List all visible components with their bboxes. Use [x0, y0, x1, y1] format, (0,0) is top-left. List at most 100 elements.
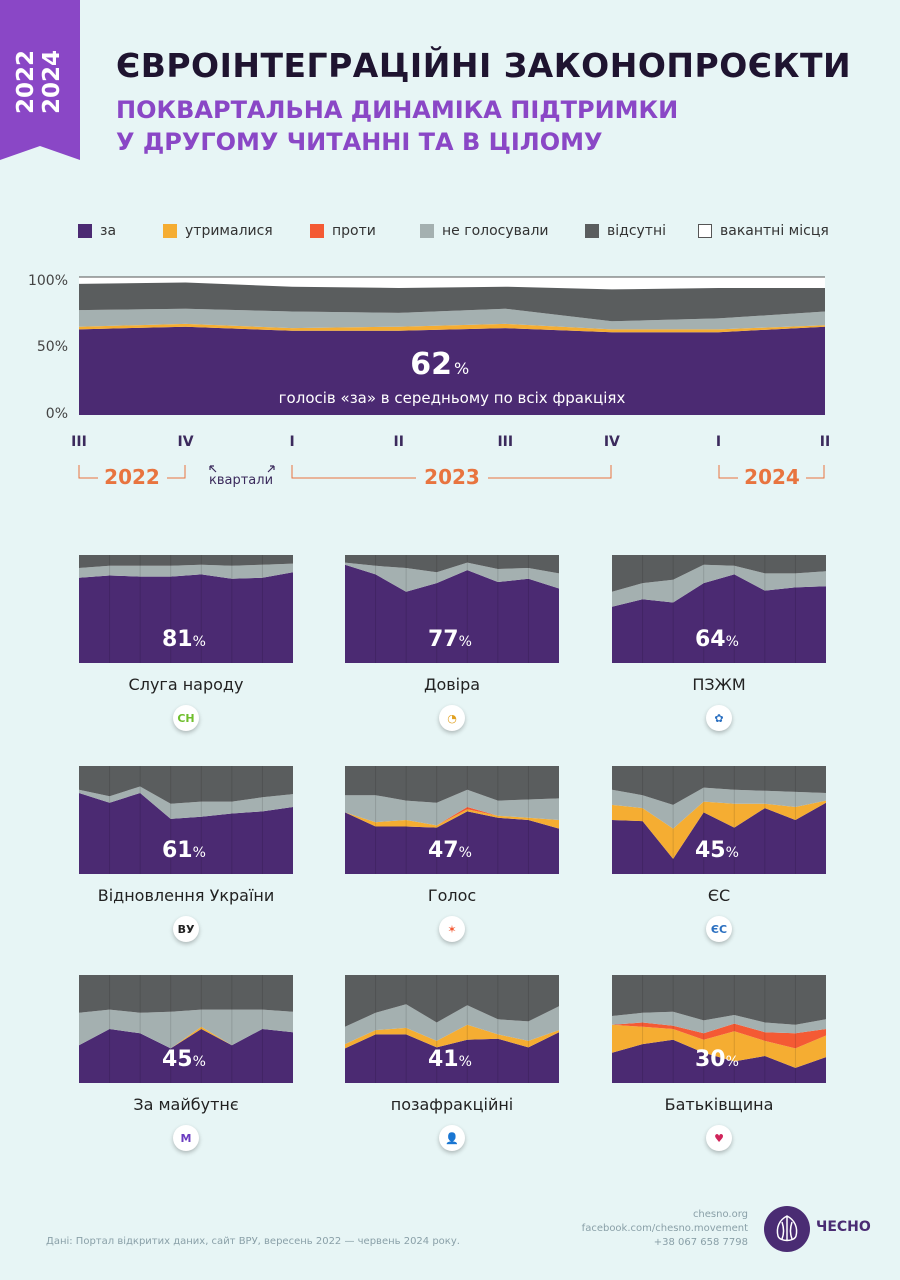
party-chart — [79, 975, 293, 1083]
main-series-2 — [79, 323, 825, 333]
party-series-5 — [79, 555, 293, 568]
ribbon-year-bottom: 2024 — [39, 49, 65, 114]
party-series-2 — [345, 1024, 559, 1049]
legend-swatch — [163, 224, 177, 238]
x-tick-label: IV — [178, 434, 194, 450]
legend-item-against: проти — [310, 223, 376, 239]
party-series-5 — [79, 975, 293, 1013]
legend-swatch — [310, 224, 324, 238]
party-chart — [79, 766, 293, 874]
subtitle-line-1: ПОКВАРТАЛЬНА ДИНАМІКА ПІДТРИМКИ — [116, 96, 679, 124]
x-tick-label: I — [716, 434, 721, 450]
legend-swatch — [78, 224, 92, 238]
party-name: Голос — [427, 886, 477, 905]
site-link[interactable]: chesno.org — [692, 1209, 748, 1220]
main-series-5 — [79, 282, 825, 322]
percent-unit: % — [192, 1054, 206, 1070]
legend-label: відсутні — [607, 223, 667, 239]
party-series-5 — [345, 766, 559, 803]
party-percent: 45% — [162, 1047, 206, 1072]
year-brackets — [78, 465, 825, 479]
party-series-1 — [612, 574, 826, 663]
party-series-2 — [345, 809, 559, 829]
party-series-4 — [345, 789, 559, 826]
party-series-1 — [612, 1039, 826, 1083]
party-chart — [79, 555, 293, 663]
page-title: ЄВРОІНТЕГРАЦІЙНІ ЗАКОНОПРОЄКТИ — [116, 46, 852, 85]
data-source: Дані: Портал відкритих даних, сайт ВРУ, … — [46, 1236, 460, 1247]
party-chart — [345, 555, 559, 663]
party-logo-icon: ♥ — [706, 1125, 732, 1151]
x-tick-label: III — [497, 434, 513, 450]
legend-label: проти — [332, 223, 376, 239]
legend-label: утрималися — [185, 223, 273, 239]
legend-item-absent: відсутні — [585, 223, 666, 239]
ribbon-year-top: 2022 — [13, 49, 39, 114]
party-series-4 — [612, 564, 826, 607]
year-2022: 2022 — [104, 465, 160, 489]
party-series-1 — [612, 802, 826, 874]
party-name: Батьківщина — [664, 1095, 774, 1114]
party-logo-icon: ✿ — [706, 705, 732, 731]
party-percent: 30% — [695, 1047, 739, 1072]
party-chart — [345, 975, 559, 1083]
legend-swatch — [420, 224, 434, 238]
party-chart — [612, 555, 826, 663]
percent-unit: % — [192, 845, 206, 861]
party-percent: 77% — [428, 627, 472, 652]
page-subtitle: ПОКВАРТАЛЬНА ДИНАМІКА ПІДТРИМКИ У ДРУГОМ… — [116, 94, 678, 158]
party-series-4 — [345, 1004, 559, 1045]
party-series-3 — [612, 1022, 826, 1049]
percent-unit: % — [192, 634, 206, 650]
party-series-4 — [79, 1009, 293, 1049]
party-name: Довіра — [423, 675, 481, 694]
party-name: Слуга народу — [128, 675, 244, 694]
facebook-link[interactable]: facebook.com/chesno.movement — [581, 1223, 748, 1234]
party-series-1 — [79, 572, 293, 663]
legend-item-for: за — [78, 223, 116, 239]
legend-item-not-voted: не голосували — [420, 223, 549, 239]
legend-label: не голосували — [442, 223, 549, 239]
x-tick-label: II — [394, 434, 404, 450]
percent-value: 30 — [695, 1047, 726, 1072]
party-series-5 — [612, 975, 826, 1025]
y-tick-100: 100% — [28, 273, 68, 289]
party-logo-icon: ◔ — [439, 705, 465, 731]
party-series-1 — [345, 1032, 559, 1083]
party-series-5 — [612, 555, 826, 592]
party-name: позафракційні — [390, 1095, 514, 1114]
highlight-unit: % — [454, 359, 469, 378]
x-tick-label: IV — [604, 434, 620, 450]
party-series-5 — [79, 766, 293, 804]
party-series-1 — [79, 1029, 293, 1083]
party-chart — [612, 766, 826, 874]
party-series-4 — [612, 1011, 826, 1034]
legend-label: за — [100, 223, 117, 239]
main-series-4 — [79, 308, 825, 330]
party-name: ПЗЖМ — [692, 675, 746, 694]
arrow-left-icon — [209, 465, 217, 473]
percent-value: 77 — [428, 627, 459, 652]
party-percent: 64% — [695, 627, 739, 652]
party-name: Відновлення України — [97, 886, 275, 905]
percent-value: 45 — [695, 838, 726, 863]
percent-unit: % — [725, 845, 739, 861]
main-series-1 — [79, 326, 825, 415]
percent-value: 81 — [162, 627, 193, 652]
highlight-value: 62 — [410, 347, 452, 382]
party-series-4 — [345, 562, 559, 592]
party-series-1 — [79, 793, 293, 874]
arrow-right-icon — [267, 465, 275, 473]
party-percent: 45% — [695, 838, 739, 863]
quarters-label: квартали — [209, 473, 273, 488]
party-series-1 — [345, 811, 559, 874]
percent-unit: % — [458, 845, 472, 861]
legend-item-abstained: утрималися — [163, 223, 273, 239]
percent-unit: % — [725, 1054, 739, 1070]
party-percent: 81% — [162, 627, 206, 652]
percent-value: 45 — [162, 1047, 193, 1072]
party-chart — [612, 975, 826, 1083]
party-logo-icon: ВУ — [173, 916, 199, 942]
phone: +38 067 658 7798 — [653, 1237, 748, 1248]
percent-unit: % — [725, 634, 739, 650]
